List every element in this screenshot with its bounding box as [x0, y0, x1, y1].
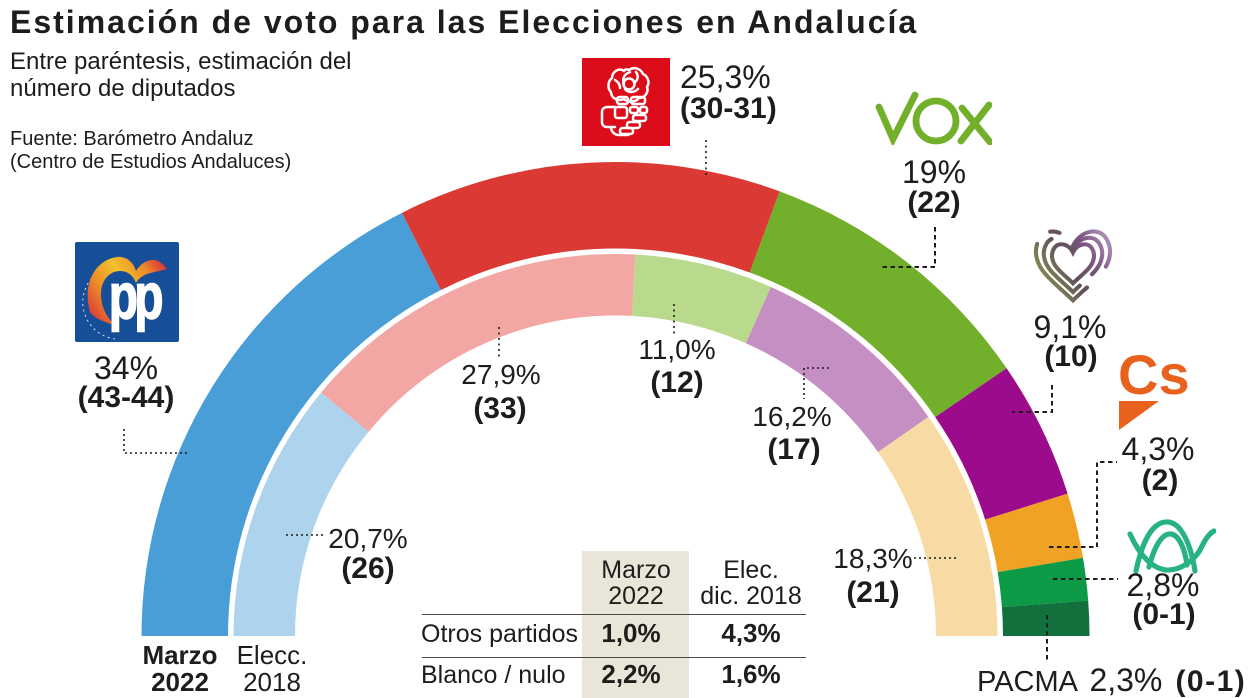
svg-text:pp: pp [109, 260, 163, 331]
svg-text:Cs: Cs [1118, 350, 1190, 406]
